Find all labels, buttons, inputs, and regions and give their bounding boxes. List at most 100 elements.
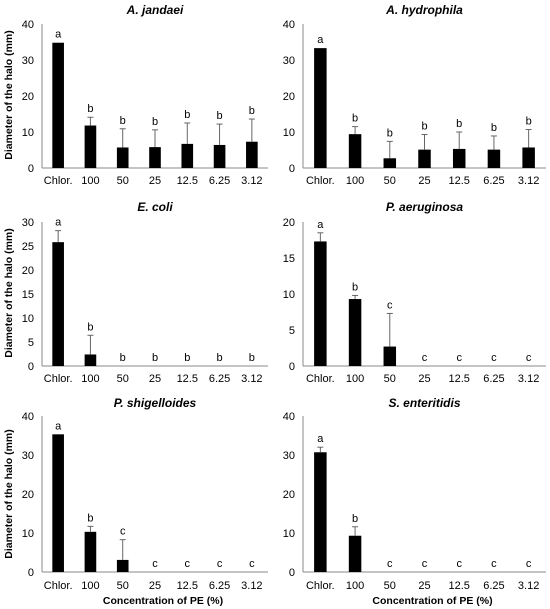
- significance-letter: b: [249, 352, 255, 364]
- significance-letter: b: [152, 352, 158, 364]
- significance-letter: b: [387, 127, 393, 139]
- bar: [181, 143, 194, 168]
- significance-letter: c: [185, 558, 191, 570]
- significance-letter: b: [456, 118, 462, 130]
- significance-letter: b: [120, 352, 126, 364]
- y-tick-label: 40: [283, 411, 295, 423]
- bar: [383, 158, 397, 168]
- significance-letter: b: [217, 110, 223, 122]
- bar: [246, 141, 258, 168]
- y-tick-label: 30: [22, 55, 34, 67]
- significance-letter: b: [526, 115, 532, 127]
- significance-letter: c: [249, 558, 255, 570]
- significance-letter: a: [55, 217, 62, 229]
- x-tick-label: 25: [149, 175, 161, 187]
- x-tick-label: 100: [81, 580, 99, 592]
- bar: [314, 452, 327, 572]
- y-tick-label: 20: [22, 91, 34, 103]
- bar: [348, 535, 362, 572]
- y-tick-label: 0: [28, 163, 34, 175]
- y-tick-label: 40: [22, 411, 34, 423]
- chart-title: A. hydrophila: [385, 3, 463, 17]
- y-tick-label: 30: [283, 450, 295, 462]
- y-axis-label: Diameter of the halo (mm): [3, 30, 15, 160]
- chart-panel: P. shigelloides 0 10 20 30 40 Diameter of the …: [3, 396, 268, 607]
- x-tick-label: 3.12: [241, 580, 262, 592]
- y-tick-label: 0: [289, 163, 295, 175]
- significance-letter: b: [87, 321, 93, 333]
- x-tick-label: 3.12: [518, 373, 539, 385]
- x-tick-label: 3.12: [518, 175, 539, 187]
- significance-letter: c: [387, 558, 393, 570]
- x-tick-label: 100: [81, 175, 99, 187]
- significance-letter: a: [55, 420, 62, 432]
- x-tick-label: 6.25: [209, 373, 230, 385]
- y-tick-label: 30: [22, 450, 34, 462]
- x-tick-label: 100: [346, 373, 364, 385]
- y-tick-label: 0: [28, 361, 34, 373]
- y-tick-label: 0: [28, 567, 34, 579]
- x-tick-label: 50: [384, 580, 396, 592]
- bar: [418, 149, 431, 168]
- chart-title: E. coli: [137, 200, 173, 214]
- x-tick-label: 50: [117, 373, 129, 385]
- x-tick-label: Chlor.: [44, 175, 73, 187]
- x-tick-label: 6.25: [209, 175, 230, 187]
- y-tick-label: 10: [22, 127, 34, 139]
- x-axis-label: Concentration of PE (%): [372, 595, 492, 607]
- significance-letter: c: [456, 352, 462, 364]
- significance-letter: a: [317, 219, 324, 231]
- y-tick-label: 10: [22, 313, 34, 325]
- bar: [487, 149, 501, 168]
- significance-letter: a: [317, 34, 324, 46]
- bar: [452, 148, 466, 168]
- significance-letter: c: [526, 352, 532, 364]
- x-tick-label: 100: [346, 580, 364, 592]
- y-tick-label: 10: [283, 289, 295, 301]
- significance-letter: b: [184, 352, 190, 364]
- bar: [84, 531, 97, 572]
- bar: [348, 134, 362, 168]
- bar: [52, 42, 64, 168]
- x-tick-label: 3.12: [518, 580, 539, 592]
- significance-letter: b: [421, 121, 427, 133]
- y-tick-label: 15: [283, 253, 295, 265]
- x-tick-label: 100: [81, 373, 99, 385]
- y-axis-label: Diameter of the halo (mm): [3, 429, 15, 559]
- x-tick-label: 6.25: [483, 580, 504, 592]
- x-tick-label: 50: [117, 580, 129, 592]
- y-tick-label: 5: [289, 325, 295, 337]
- y-tick-label: 10: [283, 127, 295, 139]
- x-tick-label: 12.5: [449, 373, 470, 385]
- x-tick-label: Chlor.: [306, 580, 335, 592]
- x-tick-label: Chlor.: [306, 175, 335, 187]
- x-tick-label: 25: [418, 175, 430, 187]
- chart-panel: A. jandaei 0 10 20 30 40 Diameter of the halo …: [3, 3, 268, 187]
- chart-title: S. enteritidis: [388, 396, 460, 410]
- bar: [116, 147, 129, 168]
- x-tick-label: Chlor.: [44, 373, 73, 385]
- significance-letter: b: [87, 103, 93, 115]
- x-tick-label: 6.25: [483, 373, 504, 385]
- y-tick-label: 30: [22, 217, 34, 229]
- y-tick-label: 30: [283, 55, 295, 67]
- y-tick-label: 40: [283, 19, 295, 31]
- significance-letter: c: [491, 352, 497, 364]
- bar: [314, 48, 327, 169]
- x-tick-label: Chlor.: [44, 580, 73, 592]
- bar: [314, 241, 327, 366]
- significance-letter: c: [491, 558, 497, 570]
- chart-panel: P. aeruginosa 0 5 10 15 20 a Chlor. b 100 c 50 c 25 c 1…: [283, 200, 546, 385]
- x-tick-label: Chlor.: [306, 373, 335, 385]
- x-tick-label: 25: [149, 373, 161, 385]
- significance-letter: b: [120, 115, 126, 127]
- chart-panel: S. enteritidis 0 10 20 30 40 Concentration of …: [283, 396, 546, 607]
- significance-letter: c: [526, 558, 532, 570]
- x-tick-label: 12.5: [449, 175, 470, 187]
- y-axis-label: Diameter of the halo (mm): [3, 228, 15, 358]
- significance-letter: b: [217, 352, 223, 364]
- significance-letter: a: [55, 29, 62, 41]
- x-tick-label: 25: [149, 580, 161, 592]
- y-tick-label: 20: [283, 489, 295, 501]
